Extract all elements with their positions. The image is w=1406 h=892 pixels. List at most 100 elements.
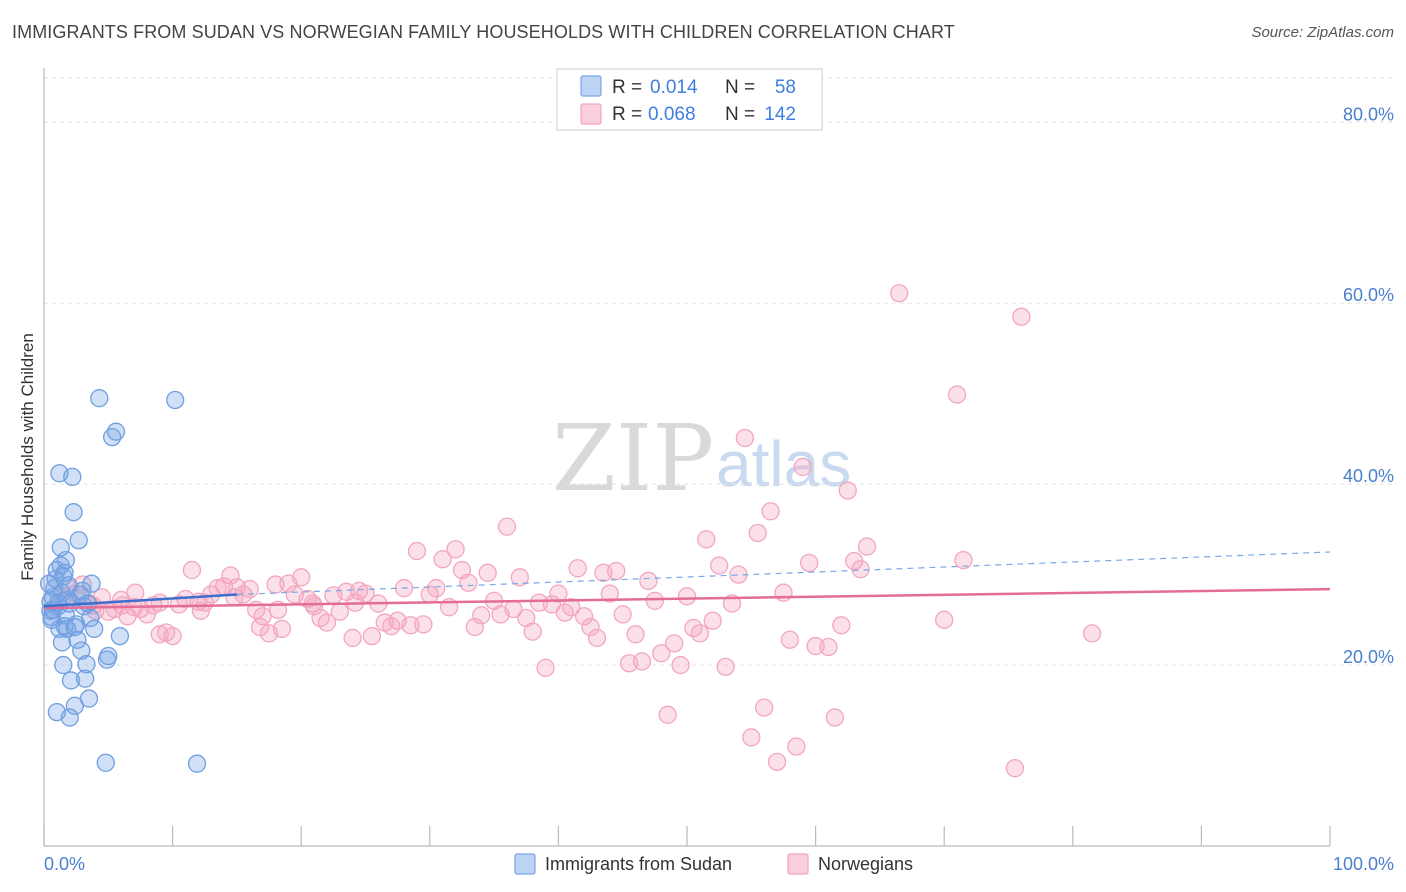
norwegians-point xyxy=(150,625,169,644)
norwegians-point xyxy=(697,530,716,549)
norwegians-point xyxy=(150,593,169,612)
sudan-points xyxy=(39,389,207,773)
norwegians-point xyxy=(780,630,800,649)
norwegians-point xyxy=(947,385,967,404)
norwegians-point xyxy=(774,583,793,602)
norwegians-point xyxy=(800,553,819,572)
norwegians-point xyxy=(362,626,382,646)
norwegians-point xyxy=(607,561,626,581)
norwegians-point xyxy=(658,705,677,724)
sudan-point xyxy=(61,671,81,690)
norwegians-point xyxy=(253,607,272,626)
norwegians-point xyxy=(645,591,664,610)
norwegians-point xyxy=(126,583,145,602)
norwegians-point xyxy=(742,728,761,747)
norwegians-point xyxy=(446,540,465,559)
sudan-point xyxy=(85,619,104,639)
norwegians-point xyxy=(652,644,671,663)
y-tick-label: 80.0% xyxy=(1343,104,1394,124)
norwegians-point xyxy=(317,613,337,632)
sudan-point xyxy=(81,608,100,628)
norwegians-point xyxy=(639,571,658,591)
legend-r-label-sudan: R = xyxy=(612,77,642,98)
top-legend: R = 0.014 N = 58 R = 0.068 N = 142 xyxy=(556,68,823,131)
sudan-point xyxy=(99,646,118,666)
sudan-point xyxy=(60,708,79,727)
norwegians-point xyxy=(600,584,619,603)
norwegians-point xyxy=(581,617,600,637)
norwegians-point xyxy=(497,517,517,536)
norwegians-point xyxy=(250,617,270,637)
norwegians-point xyxy=(690,624,710,643)
norwegians-point xyxy=(857,537,877,556)
norwegians-point xyxy=(755,698,774,717)
bottom-legend-label-norwegians: Norwegians xyxy=(818,854,913,874)
norwegians-point xyxy=(433,550,452,569)
norwegians-point xyxy=(427,579,446,598)
sudan-point xyxy=(65,617,85,637)
norwegians-point xyxy=(954,550,973,570)
watermark-atlas: atlas xyxy=(716,428,851,500)
norwegians-point xyxy=(562,598,581,617)
norwegians-point xyxy=(568,559,587,578)
sudan-point xyxy=(63,467,82,487)
sudan-point xyxy=(39,574,59,593)
bottom-legend-label-sudan: Immigrants from Sudan xyxy=(545,854,732,874)
x-tick-label-min: 0.0% xyxy=(44,854,85,874)
grid-lines xyxy=(44,77,1394,666)
y-axis-label: Family Households with Children xyxy=(18,333,37,581)
norwegians-point xyxy=(664,634,684,653)
norwegians-point xyxy=(819,637,838,657)
norwegians-point xyxy=(407,541,427,561)
norwegians-point xyxy=(459,573,478,592)
norwegians-point xyxy=(626,625,645,644)
norwegians-point xyxy=(330,602,349,621)
norwegians-point xyxy=(806,636,825,656)
sudan-trend-line xyxy=(43,593,237,608)
sudan-point xyxy=(51,538,70,557)
bottom-legend: Immigrants from Sudan Norwegians xyxy=(514,853,913,875)
norwegians-point xyxy=(722,594,742,613)
norwegians-point xyxy=(767,752,787,772)
sudan-point xyxy=(52,633,72,652)
y-tick-label: 60.0% xyxy=(1343,285,1394,305)
bottom-legend-swatch-norwegians xyxy=(787,853,809,875)
norwegians-point xyxy=(761,502,780,521)
legend-r-label-norwegians: R = xyxy=(612,104,642,125)
norwegians-point xyxy=(748,523,767,543)
norwegians-point xyxy=(510,568,529,587)
x-tick-label-max: 100.0% xyxy=(1333,854,1394,874)
norwegians-point xyxy=(182,560,202,580)
norwegians-point xyxy=(574,607,594,626)
sudan-point xyxy=(166,390,185,410)
norwegians-point xyxy=(825,708,845,727)
y-tick-label: 20.0% xyxy=(1343,647,1394,667)
legend-n-value-sudan: 58 xyxy=(775,77,796,98)
sudan-point xyxy=(65,696,85,715)
sudan-point xyxy=(77,655,96,674)
norwegians-point xyxy=(343,628,362,648)
sudan-point xyxy=(82,574,101,593)
norwegians-point xyxy=(851,560,870,579)
norwegians-point xyxy=(113,596,132,615)
norwegians-point xyxy=(1082,624,1102,643)
norwegians-point xyxy=(677,587,697,606)
norwegians-point xyxy=(1005,759,1025,778)
legend-n-label-norwegians: N = xyxy=(725,104,755,125)
sudan-point xyxy=(72,641,91,660)
sudan-point xyxy=(79,689,99,708)
sudan-point xyxy=(54,655,73,675)
norwegians-point xyxy=(472,606,491,625)
bottom-legend-swatch-sudan xyxy=(514,853,536,875)
norwegians-point xyxy=(225,588,244,607)
x-tick-marks xyxy=(43,826,1331,846)
norwegians-point xyxy=(240,579,259,599)
legend-n-value-norwegians: 142 xyxy=(764,104,796,125)
y-tick-label: 40.0% xyxy=(1343,466,1394,486)
norwegians-point xyxy=(671,655,690,675)
norwegians-point xyxy=(401,616,420,635)
norwegians-point xyxy=(703,611,722,630)
norwegians-point xyxy=(587,628,607,648)
norwegians-point xyxy=(549,584,568,603)
